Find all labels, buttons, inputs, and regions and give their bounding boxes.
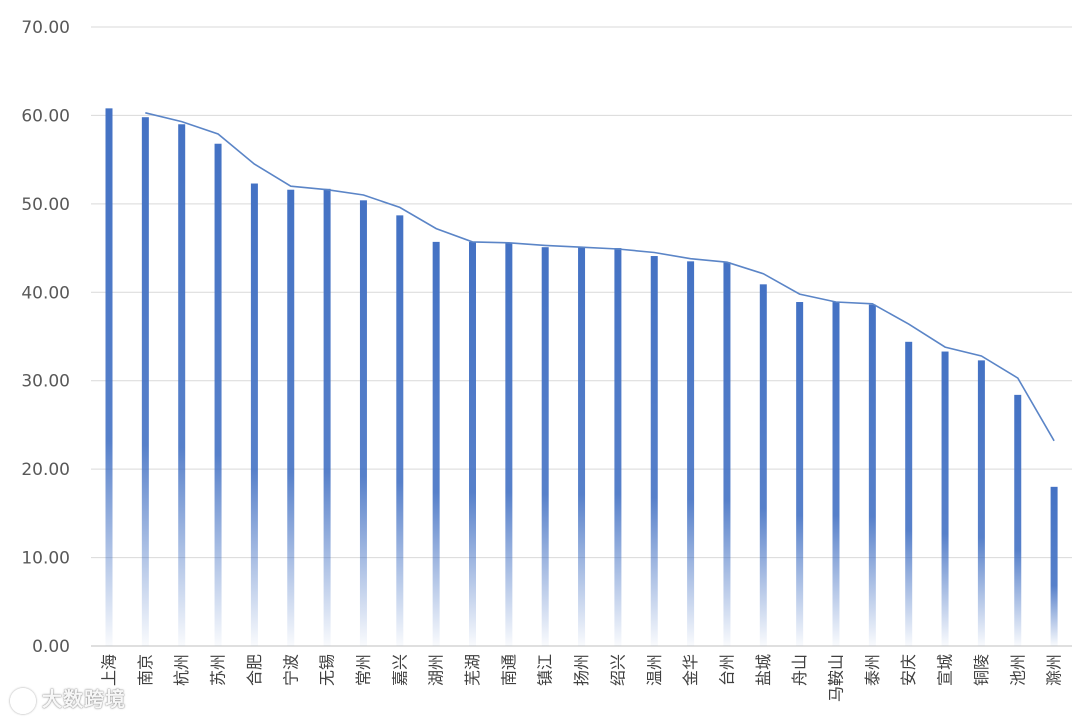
x-category-label: 盐城 — [754, 654, 773, 686]
x-category-label: 南通 — [499, 654, 518, 686]
bar — [941, 351, 949, 646]
trend-line-series — [145, 112, 1055, 442]
x-category-label: 嘉兴 — [390, 654, 409, 686]
y-tick-label: 70.00 — [21, 18, 70, 38]
x-category-label: 台州 — [717, 654, 736, 686]
x-category-label: 上海 — [100, 654, 119, 686]
bar — [287, 189, 295, 647]
bar — [359, 200, 367, 646]
x-axis-category-labels: 上海 南京 杭州 苏州 合肥 宁波 无锡 常州 嘉兴 湖州 芜湖 南通 镇江 扬州 绍兴 温州 金华 台州 盐城 舟山… — [100, 654, 1064, 702]
x-category-label: 合肥 — [245, 654, 264, 686]
bar — [541, 247, 549, 647]
bar — [868, 304, 876, 646]
bar — [723, 262, 731, 646]
trend-line — [145, 112, 1055, 442]
x-category-label: 宣城 — [936, 654, 955, 686]
bar — [323, 188, 331, 646]
y-tick-label: 50.00 — [21, 195, 70, 215]
bar — [105, 108, 113, 646]
bar — [687, 261, 695, 646]
x-category-label: 无锡 — [318, 654, 337, 686]
y-tick-label: 20.00 — [21, 460, 70, 480]
x-category-label: 马鞍山 — [827, 654, 846, 702]
x-category-label: 杭州 — [172, 654, 191, 686]
bars — [105, 108, 1058, 647]
bar — [432, 241, 440, 647]
x-category-label: 苏州 — [209, 654, 228, 686]
bar — [977, 360, 985, 646]
x-category-label: 扬州 — [572, 654, 591, 686]
bar — [1014, 394, 1022, 646]
x-category-label: 金华 — [681, 654, 700, 686]
watermark-logo-icon — [10, 687, 36, 714]
x-category-label: 南京 — [136, 654, 155, 686]
x-category-label: 滁州 — [1045, 654, 1064, 686]
y-tick-label: 40.00 — [21, 283, 70, 303]
bar — [832, 302, 840, 646]
bar — [1050, 486, 1058, 646]
bar — [469, 241, 476, 647]
x-category-label: 镇江 — [536, 654, 555, 686]
x-category-label: 芜湖 — [463, 654, 482, 686]
bar — [505, 242, 513, 646]
bar — [214, 143, 222, 646]
watermark-text: 大数跨境 — [42, 687, 126, 711]
bar — [178, 124, 186, 647]
x-category-label: 池州 — [1008, 654, 1027, 686]
bar — [796, 302, 804, 646]
x-category-label: 湖州 — [427, 654, 446, 686]
y-axis-tick-labels: 0.00 10.00 20.00 30.00 40.00 50.00 60.00 70.00 — [21, 18, 70, 657]
bar — [250, 183, 258, 647]
x-category-label: 泰州 — [863, 654, 882, 686]
y-tick-label: 30.00 — [21, 372, 70, 392]
bar — [905, 341, 913, 646]
x-category-label: 常州 — [354, 654, 373, 686]
bar — [396, 215, 404, 647]
x-category-label: 舟山 — [790, 654, 809, 686]
watermark: 大数跨境 — [10, 683, 126, 714]
y-tick-label: 10.00 — [21, 549, 70, 569]
y-tick-label: 60.00 — [21, 106, 70, 126]
x-category-label: 宁波 — [281, 654, 300, 686]
bar — [614, 248, 622, 647]
x-category-label: 温州 — [645, 654, 664, 686]
bar — [141, 117, 149, 646]
x-category-label: 绍兴 — [608, 654, 627, 686]
bar — [578, 247, 586, 647]
y-tick-label: 0.00 — [32, 637, 70, 657]
x-category-label: 安庆 — [899, 654, 918, 686]
x-category-label: 铜陵 — [972, 654, 991, 686]
bar — [650, 256, 658, 646]
bar — [759, 284, 767, 646]
